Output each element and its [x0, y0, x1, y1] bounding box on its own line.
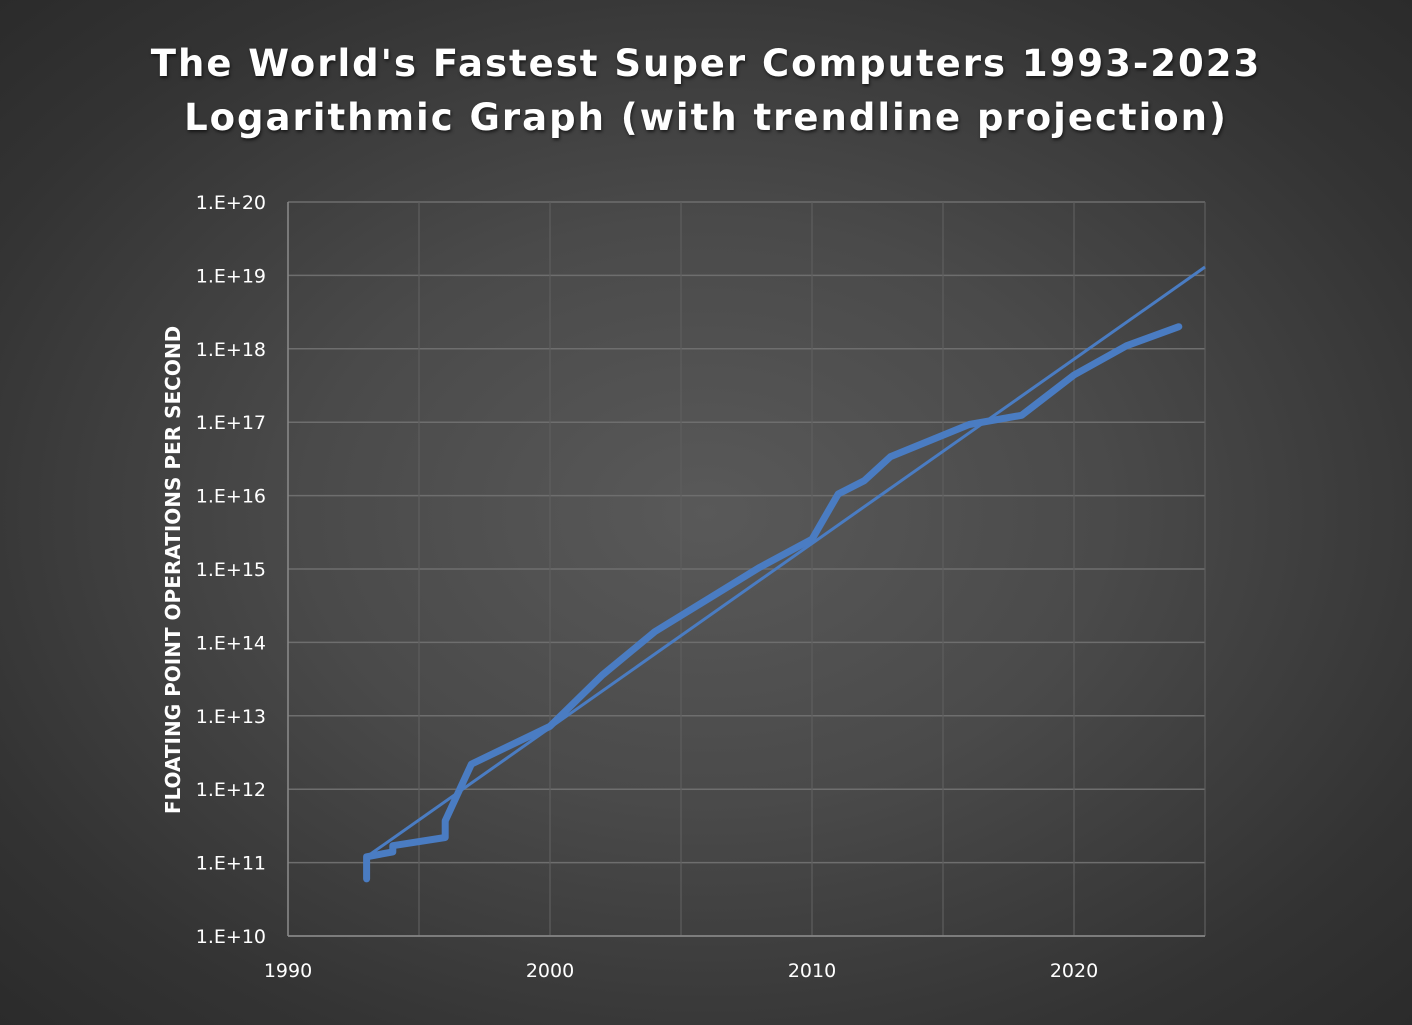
y-tick-label: 1.E+10: [196, 926, 266, 948]
series: [363, 323, 1183, 883]
y-tick-labels: 1.E+10 1.E+11 1.E+12 1.E+13 1.E+14 1.E+15 1.E+…: [196, 192, 266, 948]
trendline-line: [365, 265, 1206, 859]
y-tick-label: 1.E+14: [196, 632, 266, 654]
y-tick-label: 1.E+15: [196, 559, 266, 581]
x-tick-label: 1990: [264, 960, 312, 982]
series-line: [363, 323, 1183, 883]
y-tick-label: 1.E+18: [196, 339, 266, 361]
chart-title-line-2: Logarithmic Graph (with trendline projec…: [184, 96, 1228, 139]
gridlines: [287, 201, 1206, 937]
y-tick-label: 1.E+11: [196, 853, 266, 875]
axes: [287, 202, 1205, 937]
y-tick-label: 1.E+12: [196, 779, 266, 801]
y-tick-label: 1.E+20: [196, 192, 266, 214]
y-axis-label: FLOATING POINT OPERATIONS PER SECOND: [161, 326, 185, 814]
y-tick-label: 1.E+19: [196, 265, 266, 287]
y-tick-label: 1.E+16: [196, 486, 266, 508]
chart-title-line-1: The World's Fastest Super Computers 1993…: [150, 42, 1262, 85]
x-tick-labels: 1990 2000 2010 2020: [264, 960, 1098, 982]
x-tick-label: 2020: [1050, 960, 1098, 982]
trendline: [365, 265, 1206, 859]
y-tick-label: 1.E+17: [196, 412, 266, 434]
x-tick-label: 2010: [788, 960, 836, 982]
y-tick-label: 1.E+13: [196, 706, 266, 728]
x-tick-label: 2000: [526, 960, 574, 982]
